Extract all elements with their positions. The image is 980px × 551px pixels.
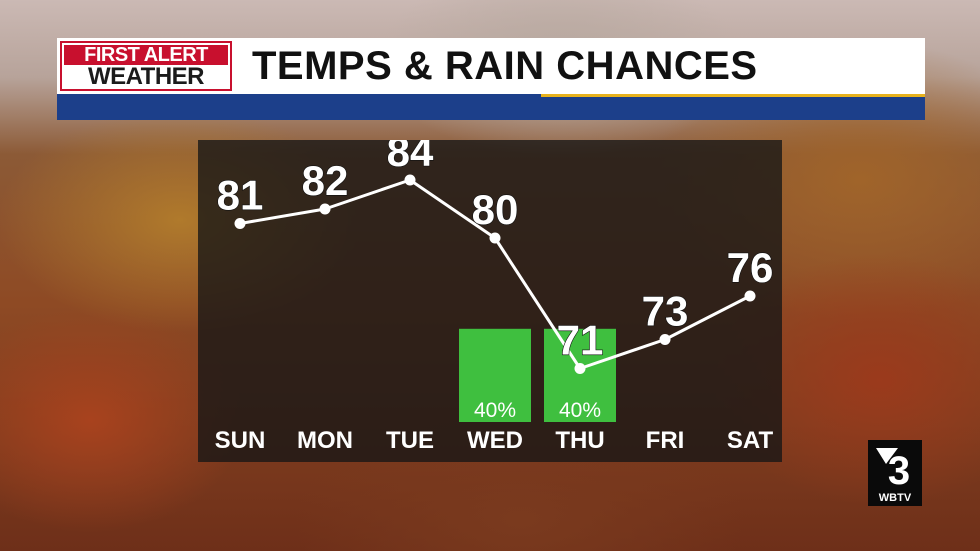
rain-percent-label: 40%: [474, 399, 516, 422]
day-label: WED: [467, 427, 523, 454]
temperature-label: 71: [557, 317, 604, 364]
temperature-point: [489, 232, 501, 244]
temperature-label: 80: [472, 186, 519, 233]
temperature-label: 81: [217, 172, 264, 219]
day-label: MON: [297, 427, 353, 454]
page-title: TEMPS & RAIN CHANCES: [252, 44, 758, 88]
temperature-label: 73: [642, 288, 689, 335]
rain-bar: [544, 328, 616, 422]
temperature-point: [744, 290, 756, 302]
temperature-label: 82: [302, 157, 349, 204]
rain-bar: [459, 328, 531, 422]
header-underline: [57, 94, 925, 120]
day-label: THU: [555, 427, 604, 454]
first-alert-weather-logo: FIRST ALERT WEATHER: [60, 41, 232, 91]
rain-percent-label: 40%: [559, 399, 601, 422]
wbtv-station-logo: 3 WBTV: [868, 440, 922, 506]
logo-line-1: FIRST ALERT: [64, 45, 228, 65]
wbtv-call-letters: WBTV: [879, 492, 912, 504]
temperature-point: [404, 174, 416, 186]
temperature-point: [659, 334, 671, 345]
temperature-point: [234, 218, 246, 229]
forecast-chart: 40% 40% 81 82 84 80 71 73 76 SUN MON TUE WED THU FRI SA…: [215, 140, 774, 454]
day-label: SUN: [215, 427, 266, 454]
temperature-label: 76: [727, 244, 774, 291]
day-label: SAT: [727, 427, 774, 454]
wbtv-channel-number: 3: [888, 449, 910, 493]
forecast-chart-panel: 40% 40% 81 82 84 80 71 73 76 SUN MON TUE WED THU FRI SA…: [198, 140, 782, 462]
logo-line-2: WEATHER: [87, 63, 205, 90]
day-label: TUE: [386, 427, 434, 454]
wbtv-logo-mark: [876, 448, 898, 464]
header-gold-stripe: [541, 94, 925, 97]
temperature-point: [319, 203, 331, 215]
temperature-label: 84: [387, 140, 434, 175]
temperature-point: [574, 363, 586, 374]
day-label: FRI: [646, 427, 685, 454]
